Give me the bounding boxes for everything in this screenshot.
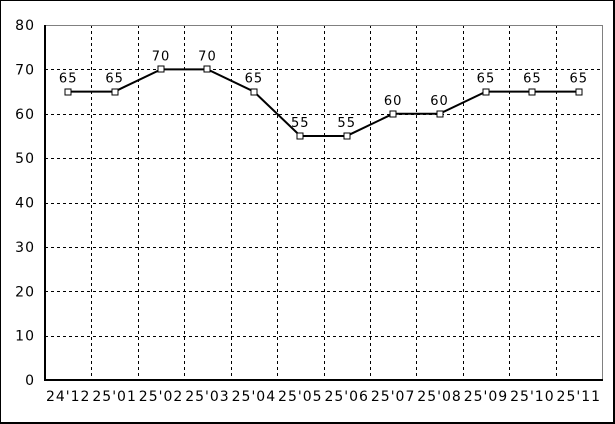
data-point-markers xyxy=(64,65,583,140)
x-tick-label: 24'12 xyxy=(46,389,90,405)
x-tick-label: 25'05 xyxy=(278,389,322,405)
data-point-label: 70 xyxy=(198,49,217,64)
data-point-label: 65 xyxy=(523,72,542,87)
y-tick-label: 30 xyxy=(15,240,35,256)
data-point-label: 60 xyxy=(384,94,403,109)
x-axis-tick-labels: 24'12 25'01 25'02 25'03 25'04 25'05 25'06 25'07… xyxy=(46,389,601,405)
data-point-label: 65 xyxy=(59,72,78,87)
x-tick-label: 25'10 xyxy=(510,389,554,405)
x-tick-label: 25'06 xyxy=(324,389,368,405)
y-tick-label: 20 xyxy=(15,284,35,300)
data-point-label: 65 xyxy=(245,72,264,87)
data-point-marker xyxy=(343,132,351,140)
y-tick-label: 50 xyxy=(15,151,35,167)
data-point-marker xyxy=(157,65,165,73)
x-tick-label: 25'03 xyxy=(185,389,229,405)
data-point-label: 65 xyxy=(570,72,589,87)
data-point-label: 70 xyxy=(152,49,171,64)
x-tick-label: 25'08 xyxy=(417,389,461,405)
gridlines xyxy=(45,25,602,380)
data-point-marker xyxy=(250,88,258,96)
data-point-label: 55 xyxy=(337,116,356,131)
x-tick-label: 25'07 xyxy=(371,389,415,405)
x-tick-label: 25'04 xyxy=(232,389,276,405)
x-tick-label: 25'11 xyxy=(557,389,601,405)
data-point-marker xyxy=(296,132,304,140)
data-point-label: 65 xyxy=(477,72,496,87)
y-tick-label: 10 xyxy=(15,329,35,345)
data-point-marker xyxy=(389,110,397,118)
x-tick-label: 25'09 xyxy=(464,389,508,405)
data-point-marker xyxy=(64,88,72,96)
data-point-marker xyxy=(203,65,211,73)
data-point-marker xyxy=(528,88,536,96)
x-tick-label: 25'02 xyxy=(139,389,183,405)
data-point-marker xyxy=(436,110,444,118)
data-point-label: 65 xyxy=(105,72,124,87)
data-point-marker xyxy=(575,88,583,96)
data-point-label: 60 xyxy=(430,94,449,109)
data-point-label: 55 xyxy=(291,116,310,131)
y-tick-label: 0 xyxy=(25,373,35,389)
x-tick-label: 25'01 xyxy=(92,389,136,405)
y-tick-label: 40 xyxy=(15,196,35,212)
y-axis-tick-labels: 0 10 20 30 40 50 60 70 80 xyxy=(15,18,35,389)
data-point-labels: 65 65 70 70 65 55 55 60 60 65 65 65 xyxy=(59,49,589,131)
data-series-line xyxy=(68,68,579,137)
plot-frame xyxy=(44,25,603,381)
data-point-marker xyxy=(111,88,119,96)
data-point-marker xyxy=(482,88,490,96)
y-tick-label: 60 xyxy=(15,107,35,123)
y-tick-label: 80 xyxy=(15,18,35,34)
y-tick-label: 70 xyxy=(15,62,35,78)
